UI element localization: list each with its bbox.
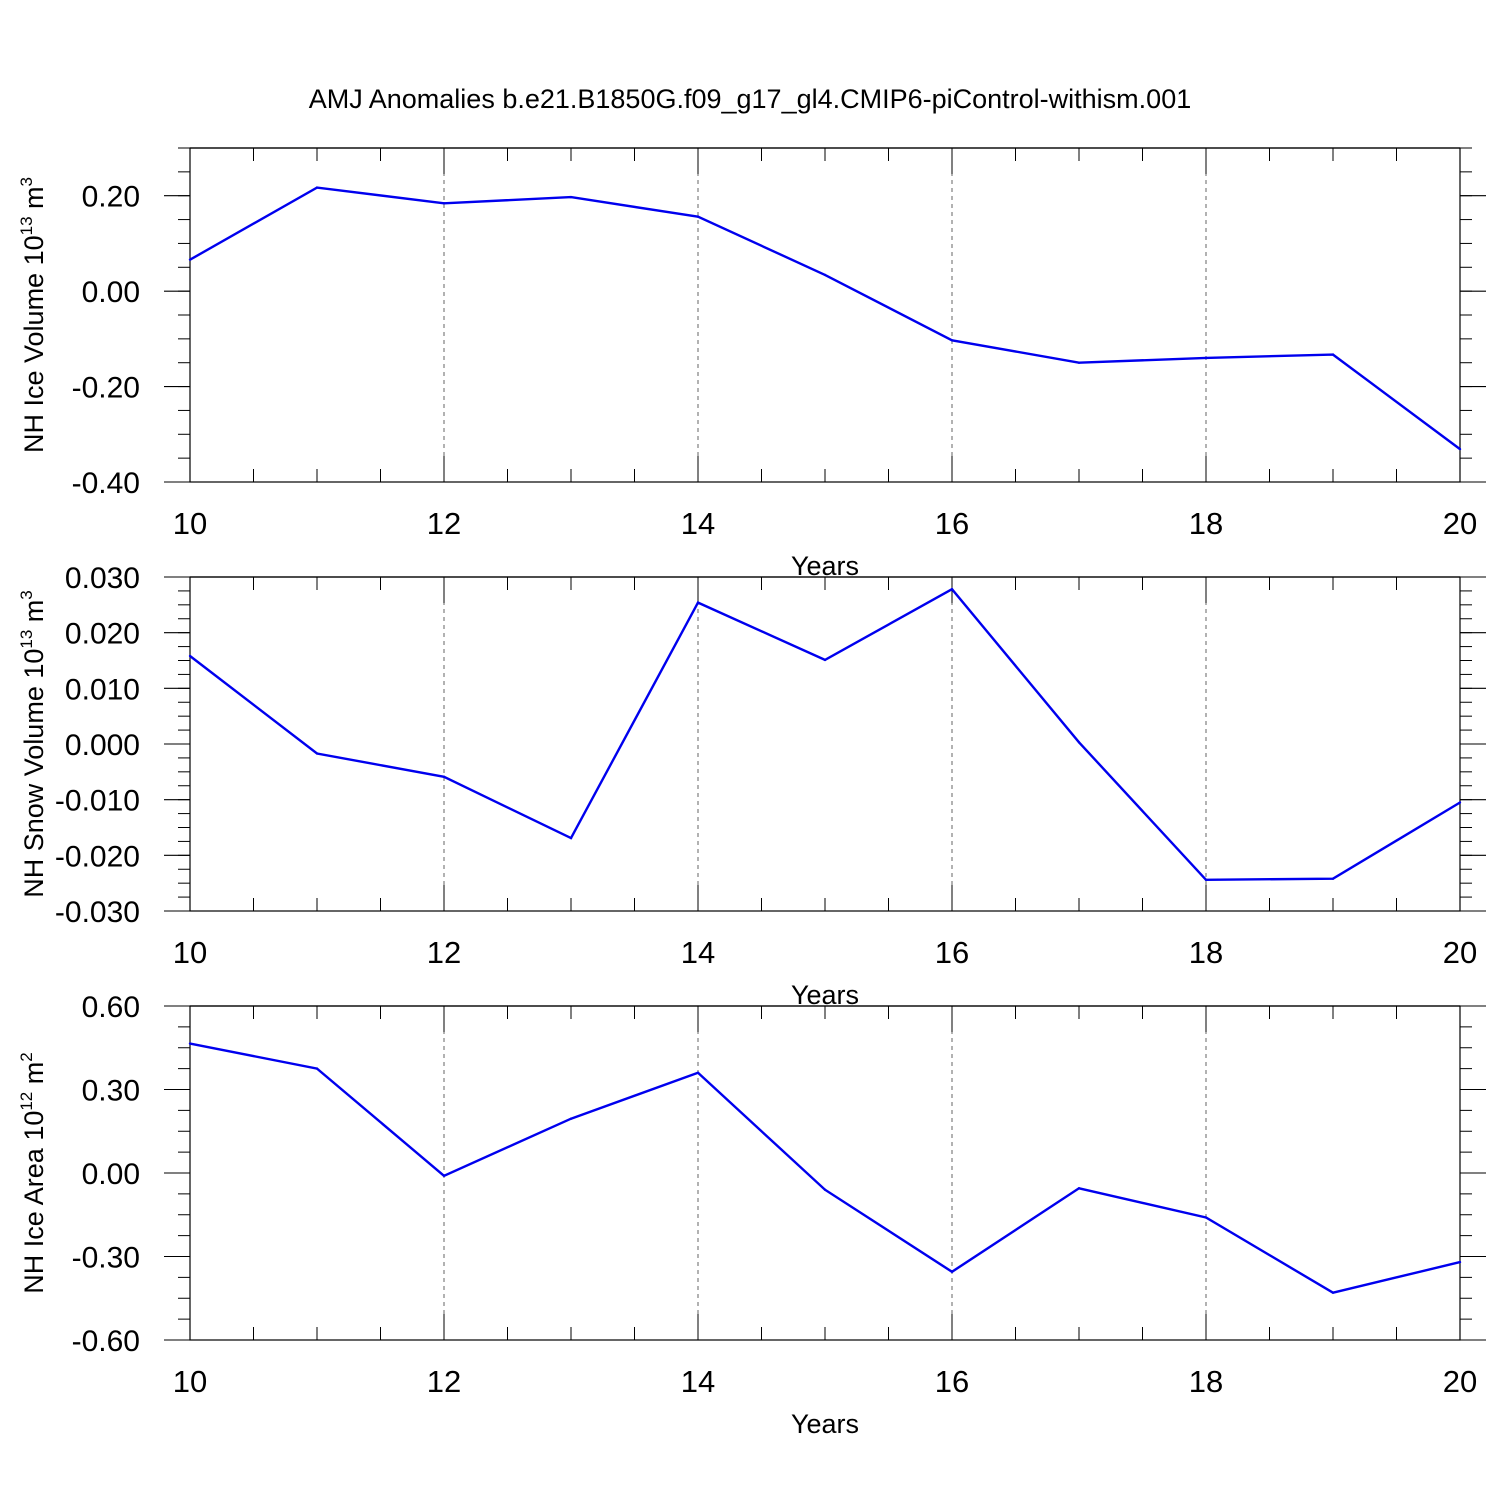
x-tick-label: 16 [935,935,969,970]
data-point [1204,1216,1208,1219]
panel-1: -0.40 -0.20 0.00 0.20 10 12 14 16 18 20 Years NH Ic… [17,147,1486,581]
data-point [696,601,700,604]
data-point [1204,356,1208,360]
y-axis-label-text: NH Ice Volume 10 [19,235,49,453]
x-axis-label: Years [791,551,859,581]
x-tick-label: 10 [173,506,207,541]
y-tick-label: 0.020 [65,618,140,651]
y-tick-label: 0.000 [65,729,140,762]
y-axis-label-unit-exponent: 3 [17,590,36,599]
series-line [189,186,1461,451]
y-axis-label-text: NH Snow Volume 10 [19,649,49,898]
x-tick-label: 12 [427,1364,461,1399]
x-tick-label: 12 [427,506,461,541]
data-point [569,195,573,199]
y-axis-label-exponent: 13 [17,630,36,649]
data-point [1331,877,1335,880]
y-axis-label-unit-exponent: 3 [17,177,36,186]
data-point [1077,1187,1081,1190]
x-tick-label: 16 [935,506,969,541]
x-axis-label: Years [791,1409,859,1439]
data-point [950,1270,954,1274]
y-tick-label: 0.60 [82,991,140,1024]
data-point [823,658,827,662]
plot-frame [189,147,1461,483]
y-axis-label: NH Snow Volume 1013 m3 [17,590,49,898]
y-tick-label: 0.00 [82,1158,140,1191]
y-axis-label-unit: m [19,600,49,630]
panel-3: -0.60 -0.30 0.00 0.30 0.60 10 12 14 16 18 20 Years N… [17,991,1486,1439]
x-tick-label: 10 [173,935,207,970]
data-point [569,1117,573,1120]
data-point [1331,353,1335,356]
x-tick-label: 20 [1443,935,1477,970]
x-axis-label: Years [791,980,859,1010]
data-point [442,1174,446,1177]
x-tick-label: 18 [1189,1364,1223,1399]
y-tick-label: 0.00 [82,276,140,309]
y-tick-label: 0.030 [65,562,140,595]
data-point [315,1067,319,1070]
y-tick-label: 0.30 [82,1075,140,1108]
plot-frame [189,1005,1461,1341]
data-point [1077,741,1081,744]
y-tick-label: -0.010 [55,785,140,818]
data-point [442,202,446,205]
data-point [442,775,446,779]
plot-frame [189,576,1461,912]
data-point [188,654,192,658]
x-tick-label: 20 [1443,506,1477,541]
y-tick-label: -0.40 [72,467,140,500]
series-line [189,1042,1461,1294]
x-tick-label: 14 [681,1364,715,1399]
data-point [315,186,319,189]
y-axis-label-unit-exponent: 2 [17,1052,36,1061]
y-tick-label: -0.20 [72,372,140,405]
data-point [1331,1291,1335,1294]
x-tick-label: 14 [681,935,715,970]
y-tick-label: 0.010 [65,673,140,706]
y-tick-label: -0.020 [55,840,140,873]
x-tick-label: 12 [427,935,461,970]
figure-title: AMJ Anomalies b.e21.B1850G.f09_g17_gl4.C… [308,84,1192,114]
data-point [1458,801,1462,804]
series-line [189,587,1461,882]
data-point [823,1188,827,1191]
x-tick-label: 18 [1189,935,1223,970]
x-tick-label: 18 [1189,506,1223,541]
panel-2: -0.030 -0.020 -0.010 0.000 0.010 0.020 0.030 10… [17,562,1486,1010]
data-point [569,836,573,840]
data-point [696,215,700,218]
data-point [823,273,827,277]
data-point [1077,361,1081,364]
data-point [188,1042,192,1045]
x-tick-label: 14 [681,506,715,541]
data-point [1458,447,1462,451]
y-axis-label-exponent: 12 [17,1092,36,1111]
x-tick-label: 10 [173,1364,207,1399]
x-tick-label: 16 [935,1364,969,1399]
data-point [315,752,319,755]
y-tick-label: -0.30 [72,1242,140,1275]
y-axis-label: NH Ice Volume 1013 m3 [17,177,49,453]
data-point [950,588,954,591]
y-axis-label-unit: m [19,1062,49,1092]
y-tick-label: 0.20 [82,181,140,214]
data-point [696,1071,700,1075]
data-point [188,258,192,261]
data-point [950,339,954,342]
y-axis-label-unit: m [19,186,49,216]
data-point [1204,878,1208,882]
y-tick-label: -0.60 [72,1325,140,1358]
data-point [1458,1260,1462,1264]
y-axis-label-exponent: 13 [17,216,36,235]
y-axis-label-text: NH Ice Area 10 [19,1111,49,1294]
y-tick-label: -0.030 [55,896,140,929]
x-tick-label: 20 [1443,1364,1477,1399]
y-axis-label: NH Ice Area 1012 m2 [17,1052,49,1293]
